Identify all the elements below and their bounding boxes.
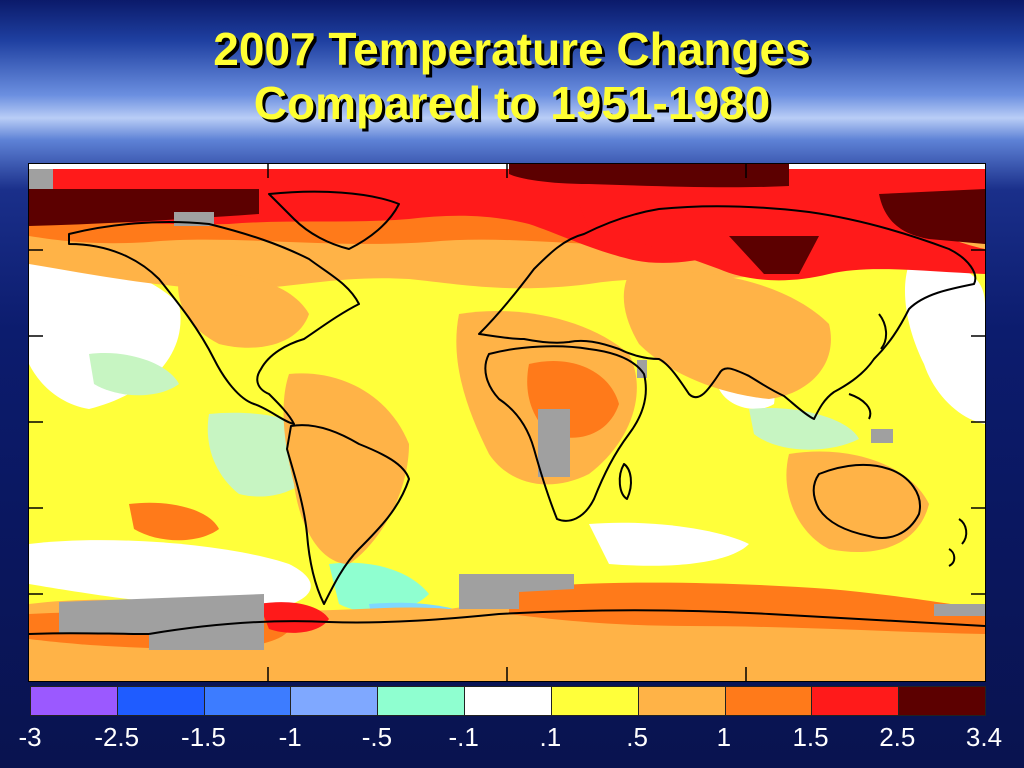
color-scale-tick-label: 1: [716, 722, 732, 752]
temperature-anomaly-map: [28, 163, 986, 682]
anomaly-patch-cool: [749, 408, 859, 450]
color-scale-tick-label: 2.5: [879, 722, 916, 752]
color-scale-swatch: [378, 687, 466, 715]
color-scale-swatch: [725, 687, 813, 715]
axis-ticks: [29, 164, 985, 681]
anomaly-patch-extreme: [729, 236, 819, 274]
color-scale-tick-label: 1.5: [792, 722, 829, 752]
anomaly-patch-neutral: [589, 522, 749, 566]
anomaly-patch-warm: [623, 271, 831, 399]
no-data-area: [934, 604, 985, 616]
color-scale-tick-label: -.5: [361, 722, 393, 752]
color-scale-tick-label: 3.4: [965, 722, 1003, 752]
color-scale-tick-label: -1: [278, 722, 302, 752]
color-scale-tick-label: -3: [18, 722, 42, 752]
color-scale-tick-label: -.1: [448, 722, 479, 752]
world-map-svg: [29, 164, 985, 681]
title-line-1: 2007 Temperature Changes: [213, 23, 811, 75]
color-scale-swatch: [812, 687, 900, 715]
color-scale-tick-label: .1: [539, 722, 562, 752]
no-data-area: [637, 360, 647, 378]
color-scale-swatch: [204, 687, 292, 715]
slide-title: 2007 Temperature Changes Compared to 195…: [0, 22, 1024, 130]
anomaly-patch-warm: [283, 373, 409, 564]
no-data-area: [538, 409, 570, 477]
color-scale-swatch: [638, 687, 726, 715]
color-scale-swatch: [899, 687, 985, 715]
anomaly-patch-red: [259, 602, 329, 633]
color-scale-swatch: [31, 687, 118, 715]
anomaly-patch-extreme: [509, 164, 789, 188]
anomaly-patch-warm: [178, 272, 309, 348]
no-data-area: [29, 169, 53, 189]
color-scale-tick-label: -2.5: [94, 722, 140, 752]
color-scale-tick-label: -1.5: [181, 722, 226, 752]
anomaly-patch-cool: [329, 562, 429, 613]
color-scale-bar: [30, 686, 986, 716]
color-scale-swatch: [551, 687, 639, 715]
color-scale-swatch: [465, 687, 552, 715]
anomaly-patch-hot: [509, 582, 985, 634]
title-line-2: Compared to 1951-1980: [253, 77, 771, 129]
color-scale-swatch: [291, 687, 379, 715]
anomaly-patch-extreme: [879, 189, 985, 244]
no-data-area: [59, 594, 264, 650]
no-data-area: [871, 429, 893, 443]
anomaly-patch-cool: [89, 353, 179, 396]
color-scale-tick-label: .5: [626, 722, 648, 752]
color-scale-labels: -3 -2.5 -1.5 -1 -.5 -.1 .1 .5 1 1.5 2.5 3.4: [0, 722, 1024, 762]
anomaly-patch-warm: [786, 451, 929, 552]
anomaly-patch-neutral: [904, 262, 985, 424]
no-data-area: [459, 574, 574, 609]
anomaly-patch-hot: [129, 502, 219, 541]
anomaly-patch-neutral: [29, 540, 311, 609]
coastlines: [29, 190, 985, 635]
color-scale-swatch: [117, 687, 205, 715]
